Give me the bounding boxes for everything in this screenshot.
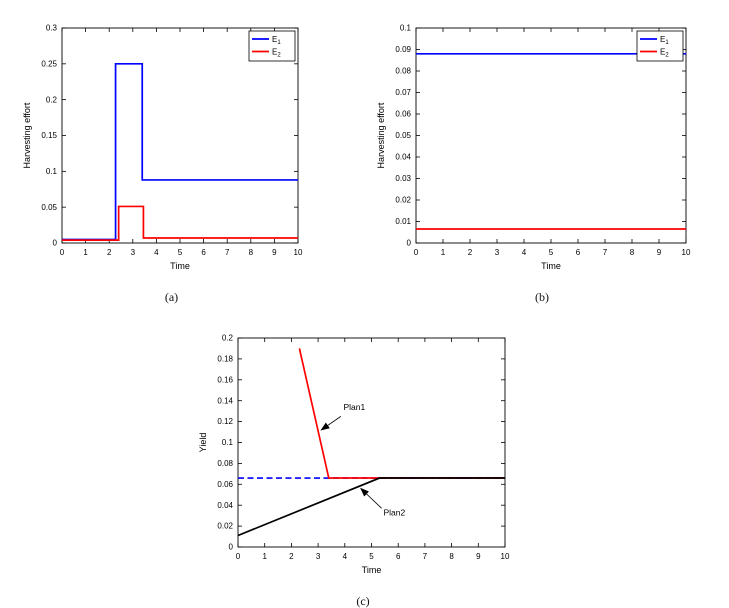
legend-entry-label: E1 bbox=[272, 35, 281, 46]
y-tick-label: 0.1 bbox=[46, 167, 58, 176]
x-tick-label: 6 bbox=[201, 248, 206, 257]
x-tick-label: 6 bbox=[576, 248, 581, 257]
y-tick-label: 0.05 bbox=[41, 203, 57, 212]
panel-c: 0 1 2 3 4 5 6 7 8 9 10 0 0.02 0.04 0.06 0.08 0.1 0.12 0.14… bbox=[192, 330, 517, 608]
series-E1 bbox=[62, 62, 298, 241]
chart-b: 0 1 2 3 4 5 6 7 8 9 10 0 0.01 0.02 0.03 0.04 0.05 0.06 0.0… bbox=[368, 4, 698, 289]
x-tick-label: 4 bbox=[154, 248, 159, 257]
y-tick-label: 0.03 bbox=[395, 174, 411, 183]
y-tick-label: 0.04 bbox=[217, 501, 233, 510]
x-tick-label: 1 bbox=[441, 248, 446, 257]
y-tick-label: 0.04 bbox=[395, 153, 411, 162]
x-tick-label: 10 bbox=[501, 552, 510, 561]
caption-b: (b) bbox=[535, 290, 549, 304]
y-tick-label: 0.18 bbox=[217, 355, 233, 364]
legend-entry-label: E2 bbox=[272, 47, 281, 58]
series-Plan1 bbox=[298, 348, 505, 479]
x-tick-label: 5 bbox=[369, 552, 374, 561]
y-tick-label: 0.16 bbox=[217, 375, 233, 384]
y-tick-label: 0.06 bbox=[395, 110, 411, 119]
legend-box bbox=[636, 30, 684, 62]
panel-b: 0 1 2 3 4 5 6 7 8 9 10 0 0.01 0.02 0.03 0.04 0.05 0.06 0.0… bbox=[368, 4, 698, 305]
y-tick-label: 0.2 bbox=[222, 334, 234, 343]
x-tick-label: 0 bbox=[236, 552, 241, 561]
y-tick-label: 0.02 bbox=[395, 196, 411, 205]
y-tick-label: 0.09 bbox=[395, 45, 411, 54]
y-tick-label: 0 bbox=[229, 543, 234, 552]
y-tick-label: 0.07 bbox=[395, 88, 411, 97]
x-axis-label: Time bbox=[541, 261, 561, 271]
y-axis-label: Harvesting effort bbox=[22, 102, 32, 168]
plot-box bbox=[237, 337, 506, 548]
y-tick-label: 0.08 bbox=[395, 67, 411, 76]
legend-entry-label: E2 bbox=[660, 47, 669, 58]
x-tick-label: 8 bbox=[630, 248, 635, 257]
y-tick-label: 0 bbox=[407, 239, 412, 248]
x-tick-label: 4 bbox=[522, 248, 527, 257]
y-tick-label: 0.14 bbox=[217, 396, 233, 405]
x-tick-label: 6 bbox=[396, 552, 401, 561]
caption-a: (a) bbox=[164, 290, 179, 304]
legend-box bbox=[248, 30, 296, 62]
annotation-arrow bbox=[360, 487, 382, 509]
x-tick-label: 9 bbox=[657, 248, 662, 257]
annotation-label: Plan2 bbox=[384, 508, 406, 518]
x-tick-label: 3 bbox=[495, 248, 500, 257]
y-tick-label: 0.2 bbox=[46, 95, 58, 104]
y-tick-label: 0.06 bbox=[217, 480, 233, 489]
y-tick-label: 0 bbox=[53, 239, 58, 248]
chart-c: 0 1 2 3 4 5 6 7 8 9 10 0 0.02 0.04 0.06 0.08 0.1 0.12 0.14… bbox=[192, 330, 517, 593]
caption-c: (c) bbox=[356, 594, 370, 608]
y-axis-label: Yield bbox=[198, 433, 208, 453]
x-tick-label: 1 bbox=[262, 552, 267, 561]
series-Plan2 bbox=[237, 477, 505, 537]
x-tick-label: 3 bbox=[316, 552, 321, 561]
x-tick-label: 9 bbox=[476, 552, 481, 561]
x-tick-label: 8 bbox=[249, 248, 254, 257]
legend-entry-label: E1 bbox=[660, 35, 669, 46]
y-tick-label: 0.02 bbox=[217, 522, 233, 531]
x-tick-label: 5 bbox=[549, 248, 554, 257]
x-axis-label: Time bbox=[170, 261, 190, 271]
x-tick-label: 1 bbox=[83, 248, 88, 257]
x-tick-label: 5 bbox=[178, 248, 183, 257]
x-tick-label: 2 bbox=[289, 552, 294, 561]
x-tick-label: 7 bbox=[423, 552, 428, 561]
x-tick-label: 3 bbox=[131, 248, 136, 257]
y-tick-label: 0.3 bbox=[46, 24, 58, 33]
y-tick-label: 0.1 bbox=[222, 438, 234, 447]
y-axis-label: Harvesting effort bbox=[376, 102, 386, 168]
y-tick-label: 0.01 bbox=[395, 217, 411, 226]
x-axis-label: Time bbox=[362, 565, 382, 575]
x-tick-label: 9 bbox=[272, 248, 277, 257]
panel-a: 0 1 2 3 4 5 6 7 8 9 10 0 0.05 0.1 0.15 0.2 0.25 0.3 Time Ha… bbox=[18, 4, 308, 305]
y-tick-label: 0.1 bbox=[400, 24, 412, 33]
annotation-label: Plan1 bbox=[343, 402, 365, 412]
x-tick-label: 7 bbox=[225, 248, 230, 257]
x-tick-label: 4 bbox=[343, 552, 348, 561]
y-tick-label: 0.12 bbox=[217, 417, 233, 426]
y-tick-label: 0.15 bbox=[41, 131, 57, 140]
x-tick-label: 7 bbox=[603, 248, 608, 257]
chart-a: 0 1 2 3 4 5 6 7 8 9 10 0 0.05 0.1 0.15 0.2 0.25 0.3 Time Ha… bbox=[18, 4, 308, 289]
x-tick-label: 0 bbox=[60, 248, 65, 257]
x-tick-label: 10 bbox=[682, 248, 691, 257]
series-E2 bbox=[62, 205, 298, 241]
x-tick-label: 2 bbox=[107, 248, 112, 257]
y-tick-label: 0.08 bbox=[217, 459, 233, 468]
annotation-arrow bbox=[320, 416, 342, 431]
y-tick-label: 0.05 bbox=[395, 131, 411, 140]
y-tick-label: 0.25 bbox=[41, 59, 57, 68]
x-tick-label: 10 bbox=[294, 248, 303, 257]
x-tick-label: 0 bbox=[414, 248, 419, 257]
x-tick-label: 8 bbox=[449, 552, 454, 561]
x-tick-label: 2 bbox=[468, 248, 473, 257]
